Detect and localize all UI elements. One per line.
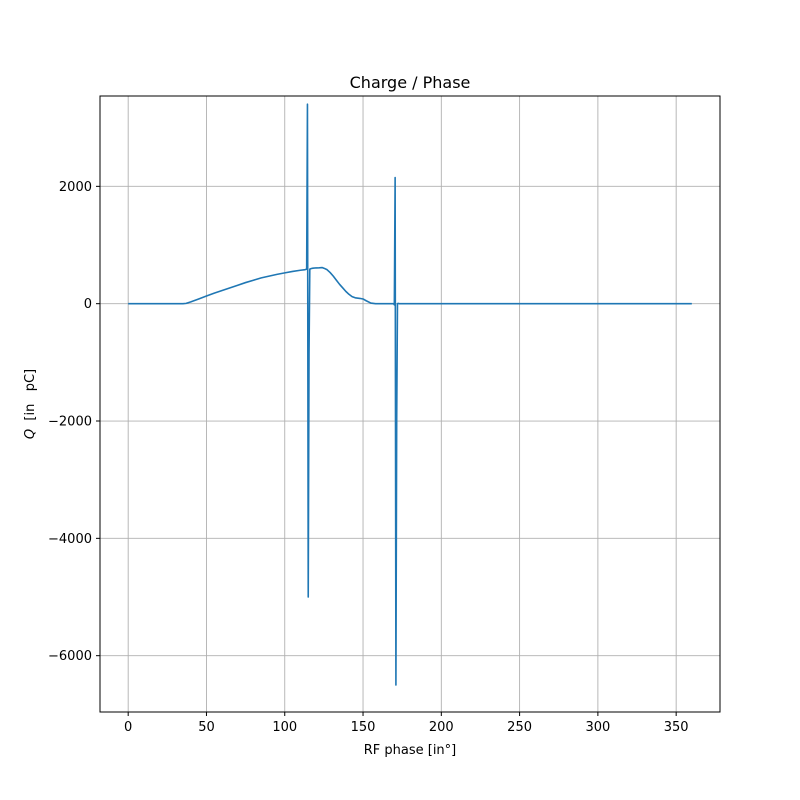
y-tick-label: −4000 bbox=[48, 532, 92, 547]
chart-title: Charge / Phase bbox=[350, 73, 471, 92]
grid-lines bbox=[100, 96, 720, 712]
plot-area bbox=[128, 103, 692, 686]
y-tick-label: 2000 bbox=[59, 180, 92, 195]
x-tick-label: 0 bbox=[124, 720, 132, 735]
x-tick-label: 200 bbox=[429, 720, 454, 735]
y-tick-label: −2000 bbox=[48, 415, 92, 430]
x-axis-ticks: 0 50 100 150 200 250 300 350 bbox=[124, 712, 689, 735]
x-tick-label: 50 bbox=[198, 720, 215, 735]
x-tick-label: 100 bbox=[272, 720, 297, 735]
series-line-0 bbox=[128, 103, 692, 686]
axes-frame bbox=[99, 95, 721, 713]
y-axis-label-unit: [in pC] bbox=[23, 369, 38, 429]
x-tick-label: 150 bbox=[351, 720, 376, 735]
y-axis-label: Q [in pC] bbox=[23, 369, 38, 439]
x-tick-label: 300 bbox=[585, 720, 610, 735]
y-tick-label: −6000 bbox=[48, 649, 92, 664]
x-tick-label: 250 bbox=[507, 720, 532, 735]
y-tick-label: 0 bbox=[84, 297, 92, 312]
y-axis-label-symbol: Q bbox=[23, 429, 38, 439]
y-axis-ticks: −6000 −4000 −2000 0 2000 bbox=[48, 180, 100, 664]
x-tick-label: 350 bbox=[664, 720, 689, 735]
x-axis-label: RF phase [in°] bbox=[364, 743, 457, 758]
